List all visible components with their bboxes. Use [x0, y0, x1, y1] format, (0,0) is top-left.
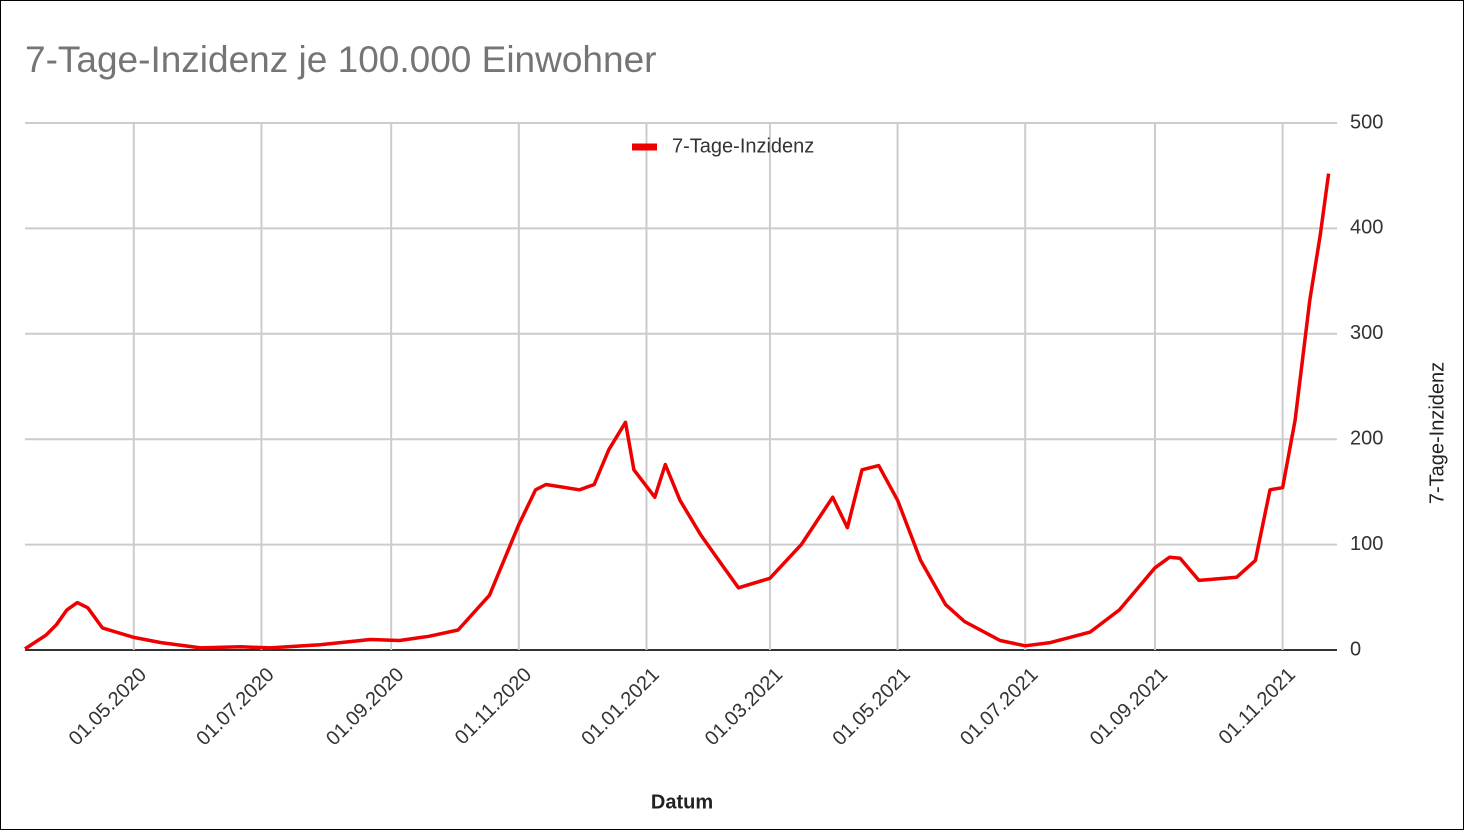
chart-title: 7-Tage-Inzidenz je 100.000 Einwohner — [25, 39, 656, 80]
y-tick-label: 200 — [1350, 427, 1383, 449]
y-tick-label: 0 — [1350, 638, 1361, 660]
y-tick-label: 100 — [1350, 533, 1383, 555]
x-axis-label: Datum — [651, 791, 713, 813]
series-line — [24, 173, 1331, 651]
y-tick-label: 500 — [1350, 111, 1383, 133]
y-tick-label: 400 — [1350, 217, 1383, 239]
y-axis-label: 7-Tage-Inzidenz — [1426, 362, 1448, 504]
y-tick-label: 300 — [1350, 322, 1383, 344]
legend-label: 7-Tage-Inzidenz — [672, 135, 814, 157]
